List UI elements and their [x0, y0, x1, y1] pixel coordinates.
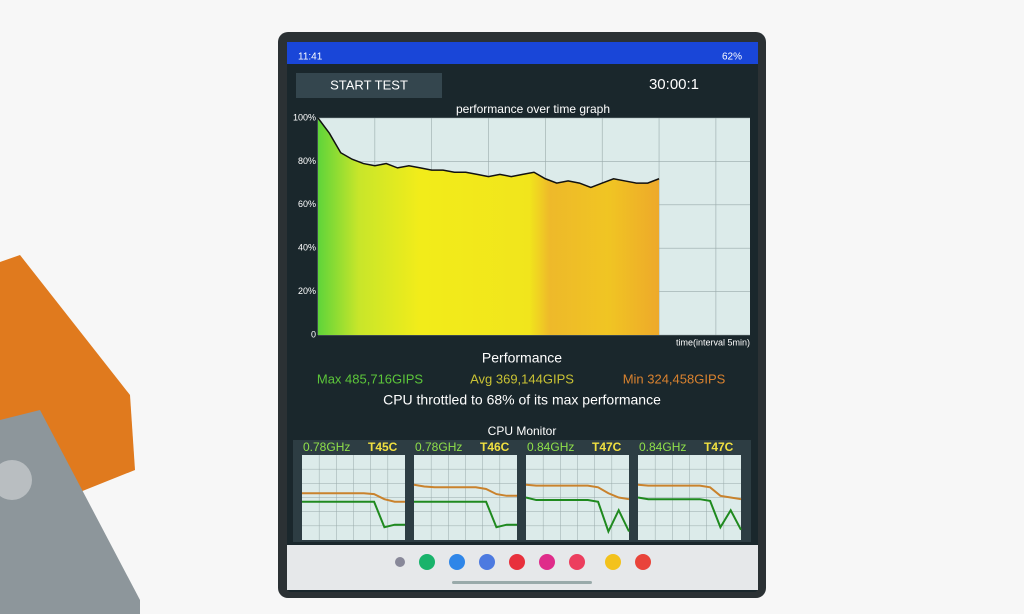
avg-stat: Avg 369,144GIPS: [470, 371, 574, 386]
freq-trace: [302, 500, 405, 529]
start-button-label[interactable]: START TEST: [330, 77, 408, 92]
freq-trace: [414, 500, 517, 529]
nav-handle[interactable]: [452, 581, 592, 584]
core-freq: 0.78GHz: [303, 440, 350, 454]
x-axis-label: time(interval 5min): [676, 337, 750, 347]
max-stat: Max 485,716GIPS: [317, 371, 424, 386]
status-battery: 62%: [722, 52, 742, 63]
camera-ring: [0, 460, 32, 500]
y-tick-label: 80%: [298, 156, 316, 166]
y-tick-label: 60%: [298, 199, 316, 209]
app-icon[interactable]: [605, 554, 621, 570]
y-tick-label: 40%: [298, 243, 316, 253]
core-freq: 0.84GHz: [527, 440, 574, 454]
freq-trace: [637, 496, 742, 531]
temp-trace: [525, 483, 630, 501]
throttle-summary: CPU throttled to 68% of its max performa…: [383, 392, 661, 408]
cores: 0.78GHz T45C 0.78GHz T46C 0.84GHz T47C 0.84GHz…: [302, 440, 742, 540]
status-time: 11:41: [298, 52, 323, 63]
status-bar: [287, 42, 758, 64]
core-temp: T47C: [704, 440, 734, 454]
app-icon[interactable]: [419, 554, 435, 570]
min-stat: Min 324,458GIPS: [623, 371, 726, 386]
y-tick-label: 20%: [298, 286, 316, 296]
start-button[interactable]: [296, 73, 442, 98]
core-temp: T47C: [592, 440, 622, 454]
line: [317, 117, 660, 189]
app-grid[interactable]: [395, 557, 405, 567]
timer: 30:00:1: [649, 76, 699, 93]
core-freq: 0.84GHz: [639, 440, 686, 454]
freq-trace: [525, 496, 630, 535]
temp-trace: [302, 492, 405, 503]
app-icon[interactable]: [569, 554, 585, 570]
plot: 0 20% 40% 60% 80% 100%: [293, 112, 750, 339]
app-icon[interactable]: [539, 554, 555, 570]
graph-title: performance over time graph: [456, 102, 610, 116]
dock-icons: [395, 554, 651, 584]
app-icon[interactable]: [509, 554, 525, 570]
cpu-monitor-title: CPU Monitor: [488, 424, 557, 438]
core-temp: T46C: [480, 440, 510, 454]
app-icon[interactable]: [479, 554, 495, 570]
core-freq: 0.78GHz: [415, 440, 462, 454]
app-icon[interactable]: [449, 554, 465, 570]
temp-trace: [637, 483, 742, 501]
y-tick-label: 0: [311, 329, 316, 339]
temp-trace: [413, 483, 517, 497]
performance-heading: Performance: [482, 350, 562, 366]
gray-case: [0, 410, 140, 614]
area: [318, 118, 660, 335]
y-tick-label: 100%: [293, 112, 316, 122]
app-icon[interactable]: [635, 554, 651, 570]
core-temp: T45C: [368, 440, 398, 454]
